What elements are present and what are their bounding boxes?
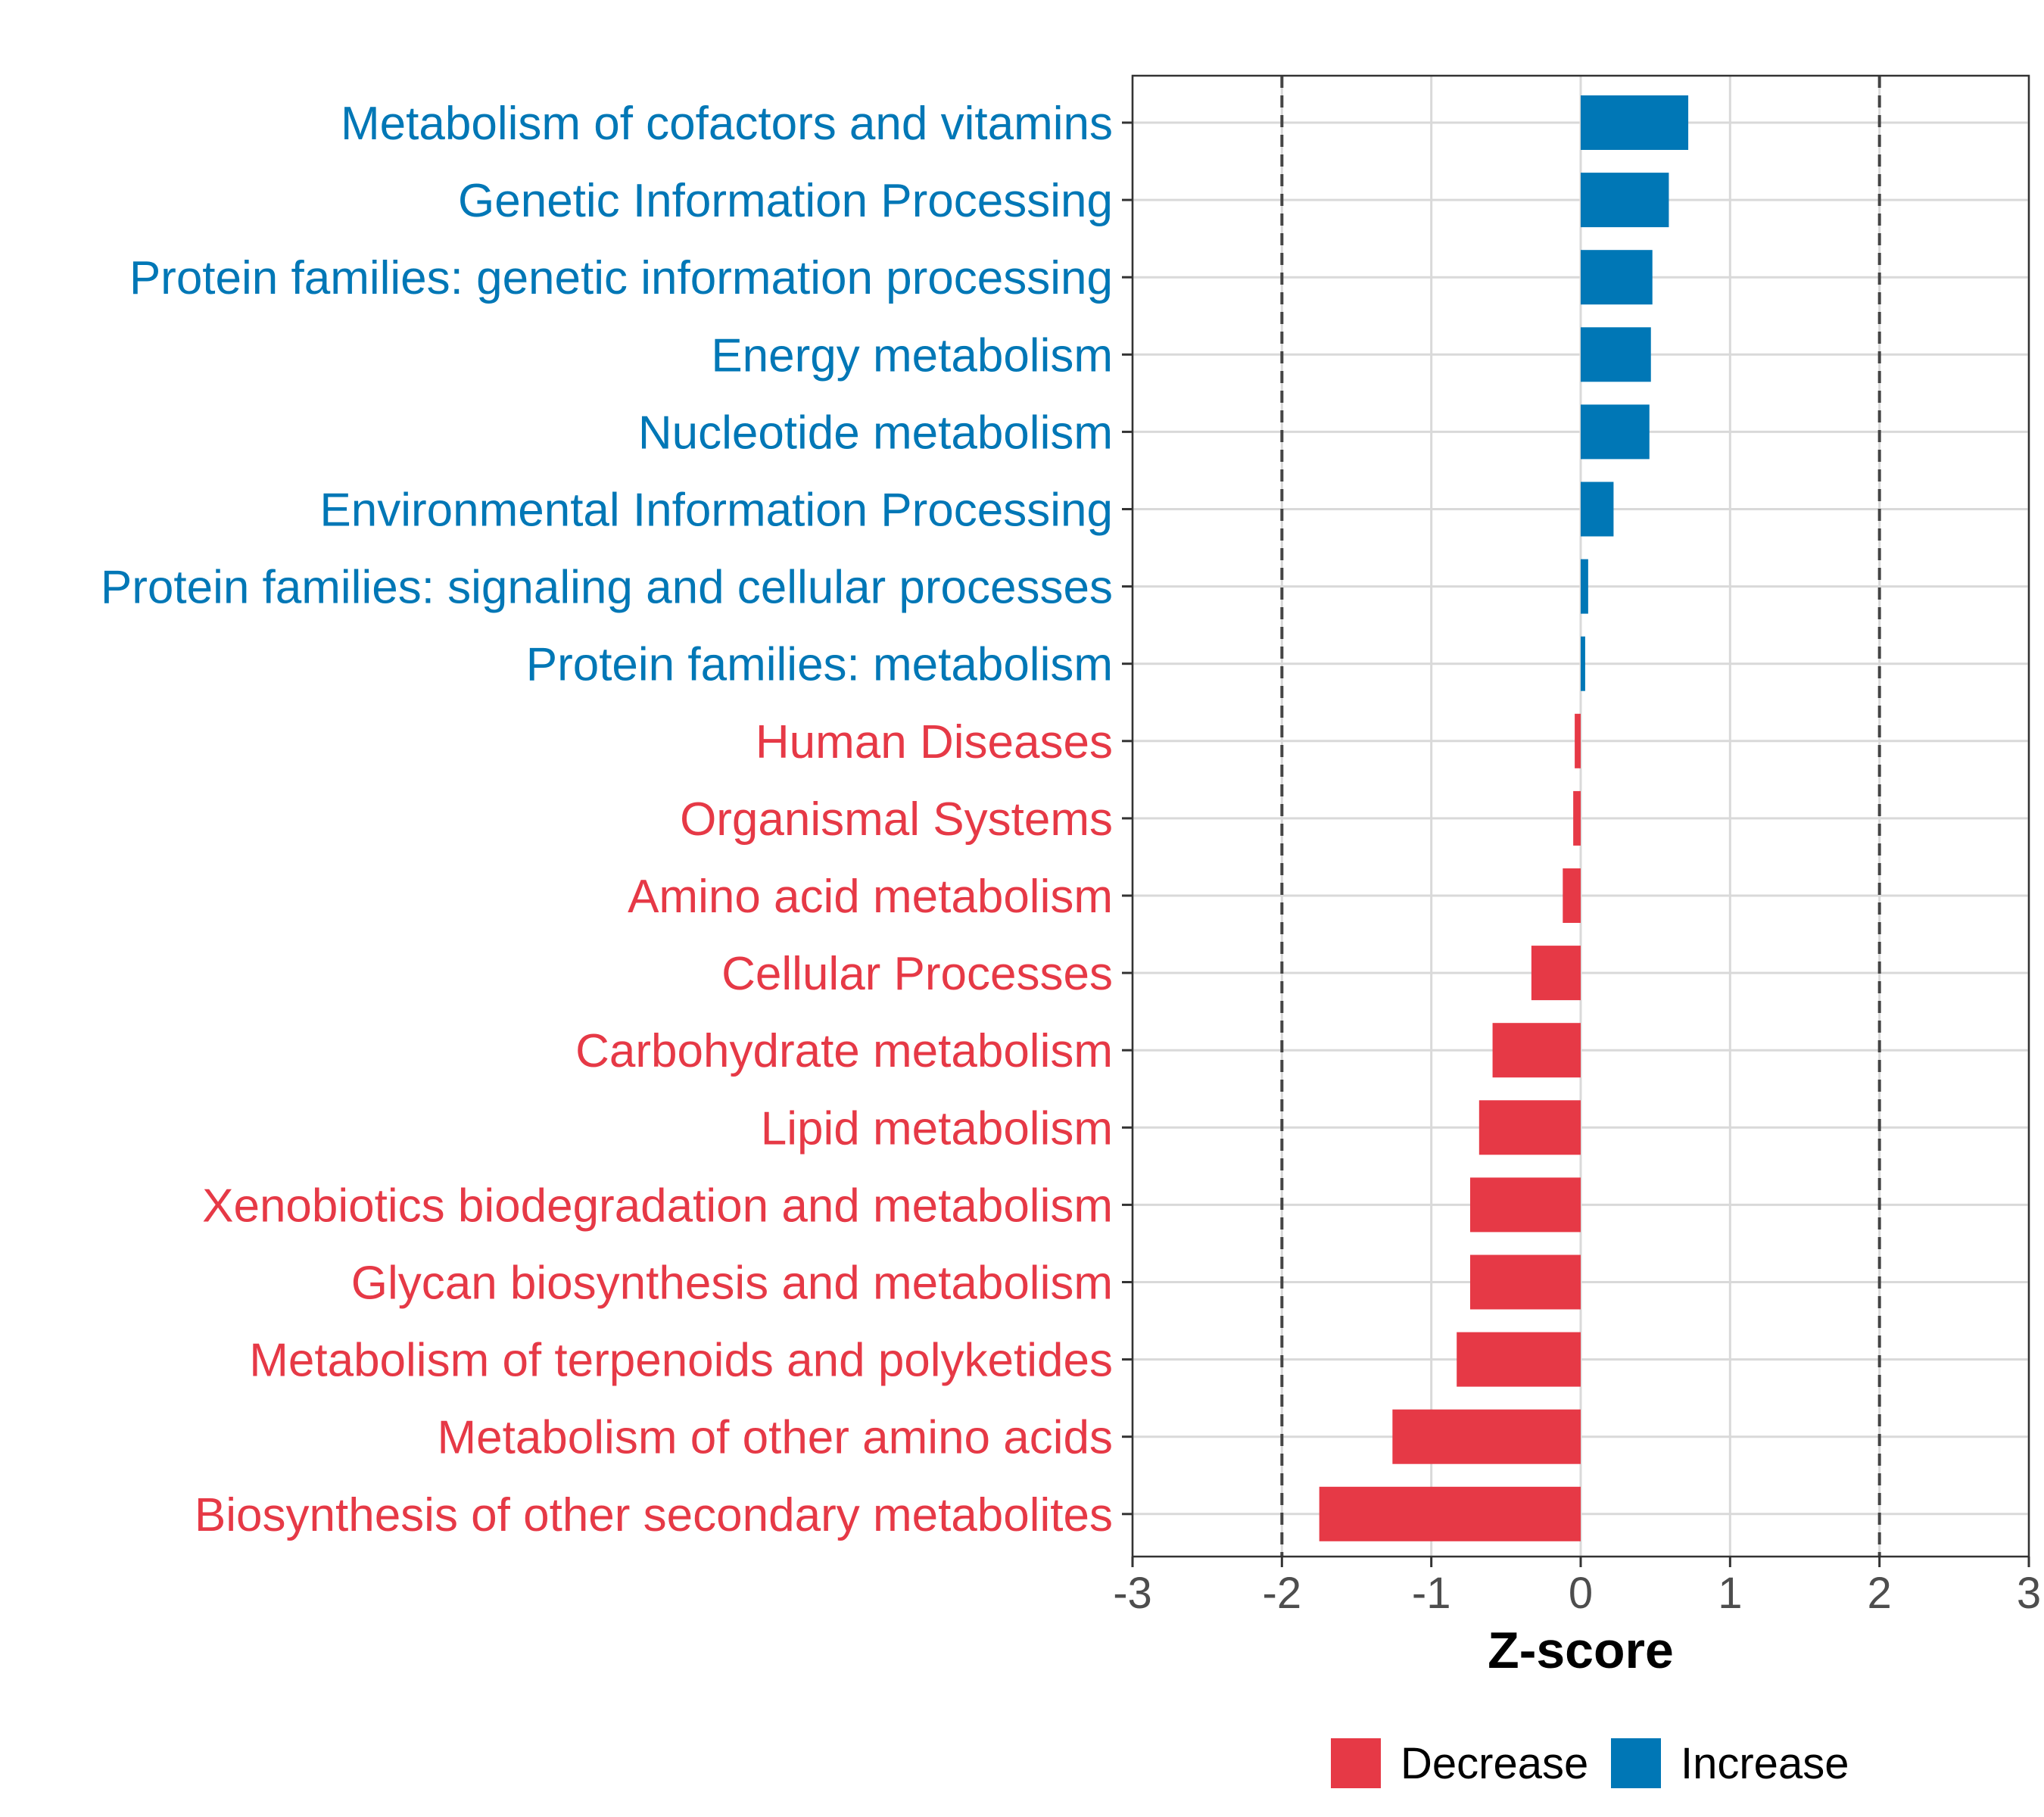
legend: Decrease Increase [1331,1738,1849,1788]
category-label: Protein families: genetic information pr… [129,252,1113,304]
category-label: Organismal Systems [680,793,1113,846]
bars-group [1319,95,1689,1541]
category-label: Metabolism of other amino acids [437,1412,1113,1464]
category-label: Energy metabolism [711,329,1113,382]
x-axis-ticks: -3 -2 -1 0 1 2 3 [1113,1557,2041,1618]
category-label: Nucleotide metabolism [638,407,1113,459]
bar-carbohydrate-metabolism [1492,1023,1581,1078]
category-label: Human Diseases [756,716,1113,768]
category-label: Biosynthesis of other secondary metaboli… [195,1489,1113,1541]
x-tick-label: -3 [1113,1569,1152,1618]
bar-biosynthesis-of-other-secondary-metabolites [1319,1486,1581,1541]
category-label: Metabolism of cofactors and vitamins [341,98,1113,150]
category-label: Lipid metabolism [761,1102,1113,1155]
category-labels: Metabolism of cofactors and vitamins Gene… [101,98,1133,1541]
bar-protein-families-signaling-and-cellular-processes [1581,559,1588,614]
x-tick-label: 3 [2017,1569,2041,1618]
bar-protein-families-genetic-information-processing [1581,250,1653,305]
bar-protein-families-metabolism [1581,636,1585,691]
reference-lines [1280,76,1881,1557]
category-label: Metabolism of terpenoids and polyketides [249,1335,1113,1387]
category-label: Genetic Information Processing [458,175,1113,227]
bar-metabolism-of-other-amino-acids [1392,1409,1581,1464]
category-label: Protein families: signaling and cellular… [101,562,1113,614]
bar-cellular-processes [1531,946,1581,1001]
bar-amino-acid-metabolism [1563,868,1581,923]
x-axis-title: Z-score [1488,1622,1674,1679]
category-label: Carbohydrate metabolism [575,1025,1113,1077]
bar-human-diseases [1575,713,1581,768]
category-label: Amino acid metabolism [628,871,1113,923]
x-tick-label: 2 [1868,1569,1892,1618]
x-tick-label: 1 [1718,1569,1742,1618]
bar-metabolism-of-cofactors-and-vitamins [1581,95,1689,150]
bar-nucleotide-metabolism [1581,404,1650,460]
bar-genetic-information-processing [1581,173,1669,228]
x-tick-label: -1 [1412,1569,1451,1618]
bar-environmental-information-processing [1581,482,1614,537]
legend-swatch-decrease [1331,1738,1381,1788]
bar-organismal-systems [1573,790,1581,846]
category-label: Xenobiotics biodegradation and metabolis… [202,1180,1113,1232]
bar-glycan-biosynthesis-and-metabolism [1469,1254,1581,1310]
bar-energy-metabolism [1581,327,1651,382]
bar-lipid-metabolism [1478,1100,1581,1155]
category-label: Environmental Information Processing [319,485,1113,537]
category-label: Protein families: metabolism [526,639,1113,691]
legend-label-decrease: Decrease [1401,1739,1588,1788]
bar-metabolism-of-terpenoids-and-polyketides [1457,1332,1581,1387]
legend-label-increase: Increase [1681,1739,1849,1788]
category-label: Glycan biosynthesis and metabolism [351,1258,1113,1310]
bar-xenobiotics-biodegradation-and-metabolism [1469,1177,1581,1233]
category-label: Cellular Processes [721,948,1113,1000]
x-tick-label: -2 [1263,1569,1302,1618]
x-tick-label: 0 [1569,1569,1593,1618]
legend-swatch-increase [1611,1738,1661,1788]
